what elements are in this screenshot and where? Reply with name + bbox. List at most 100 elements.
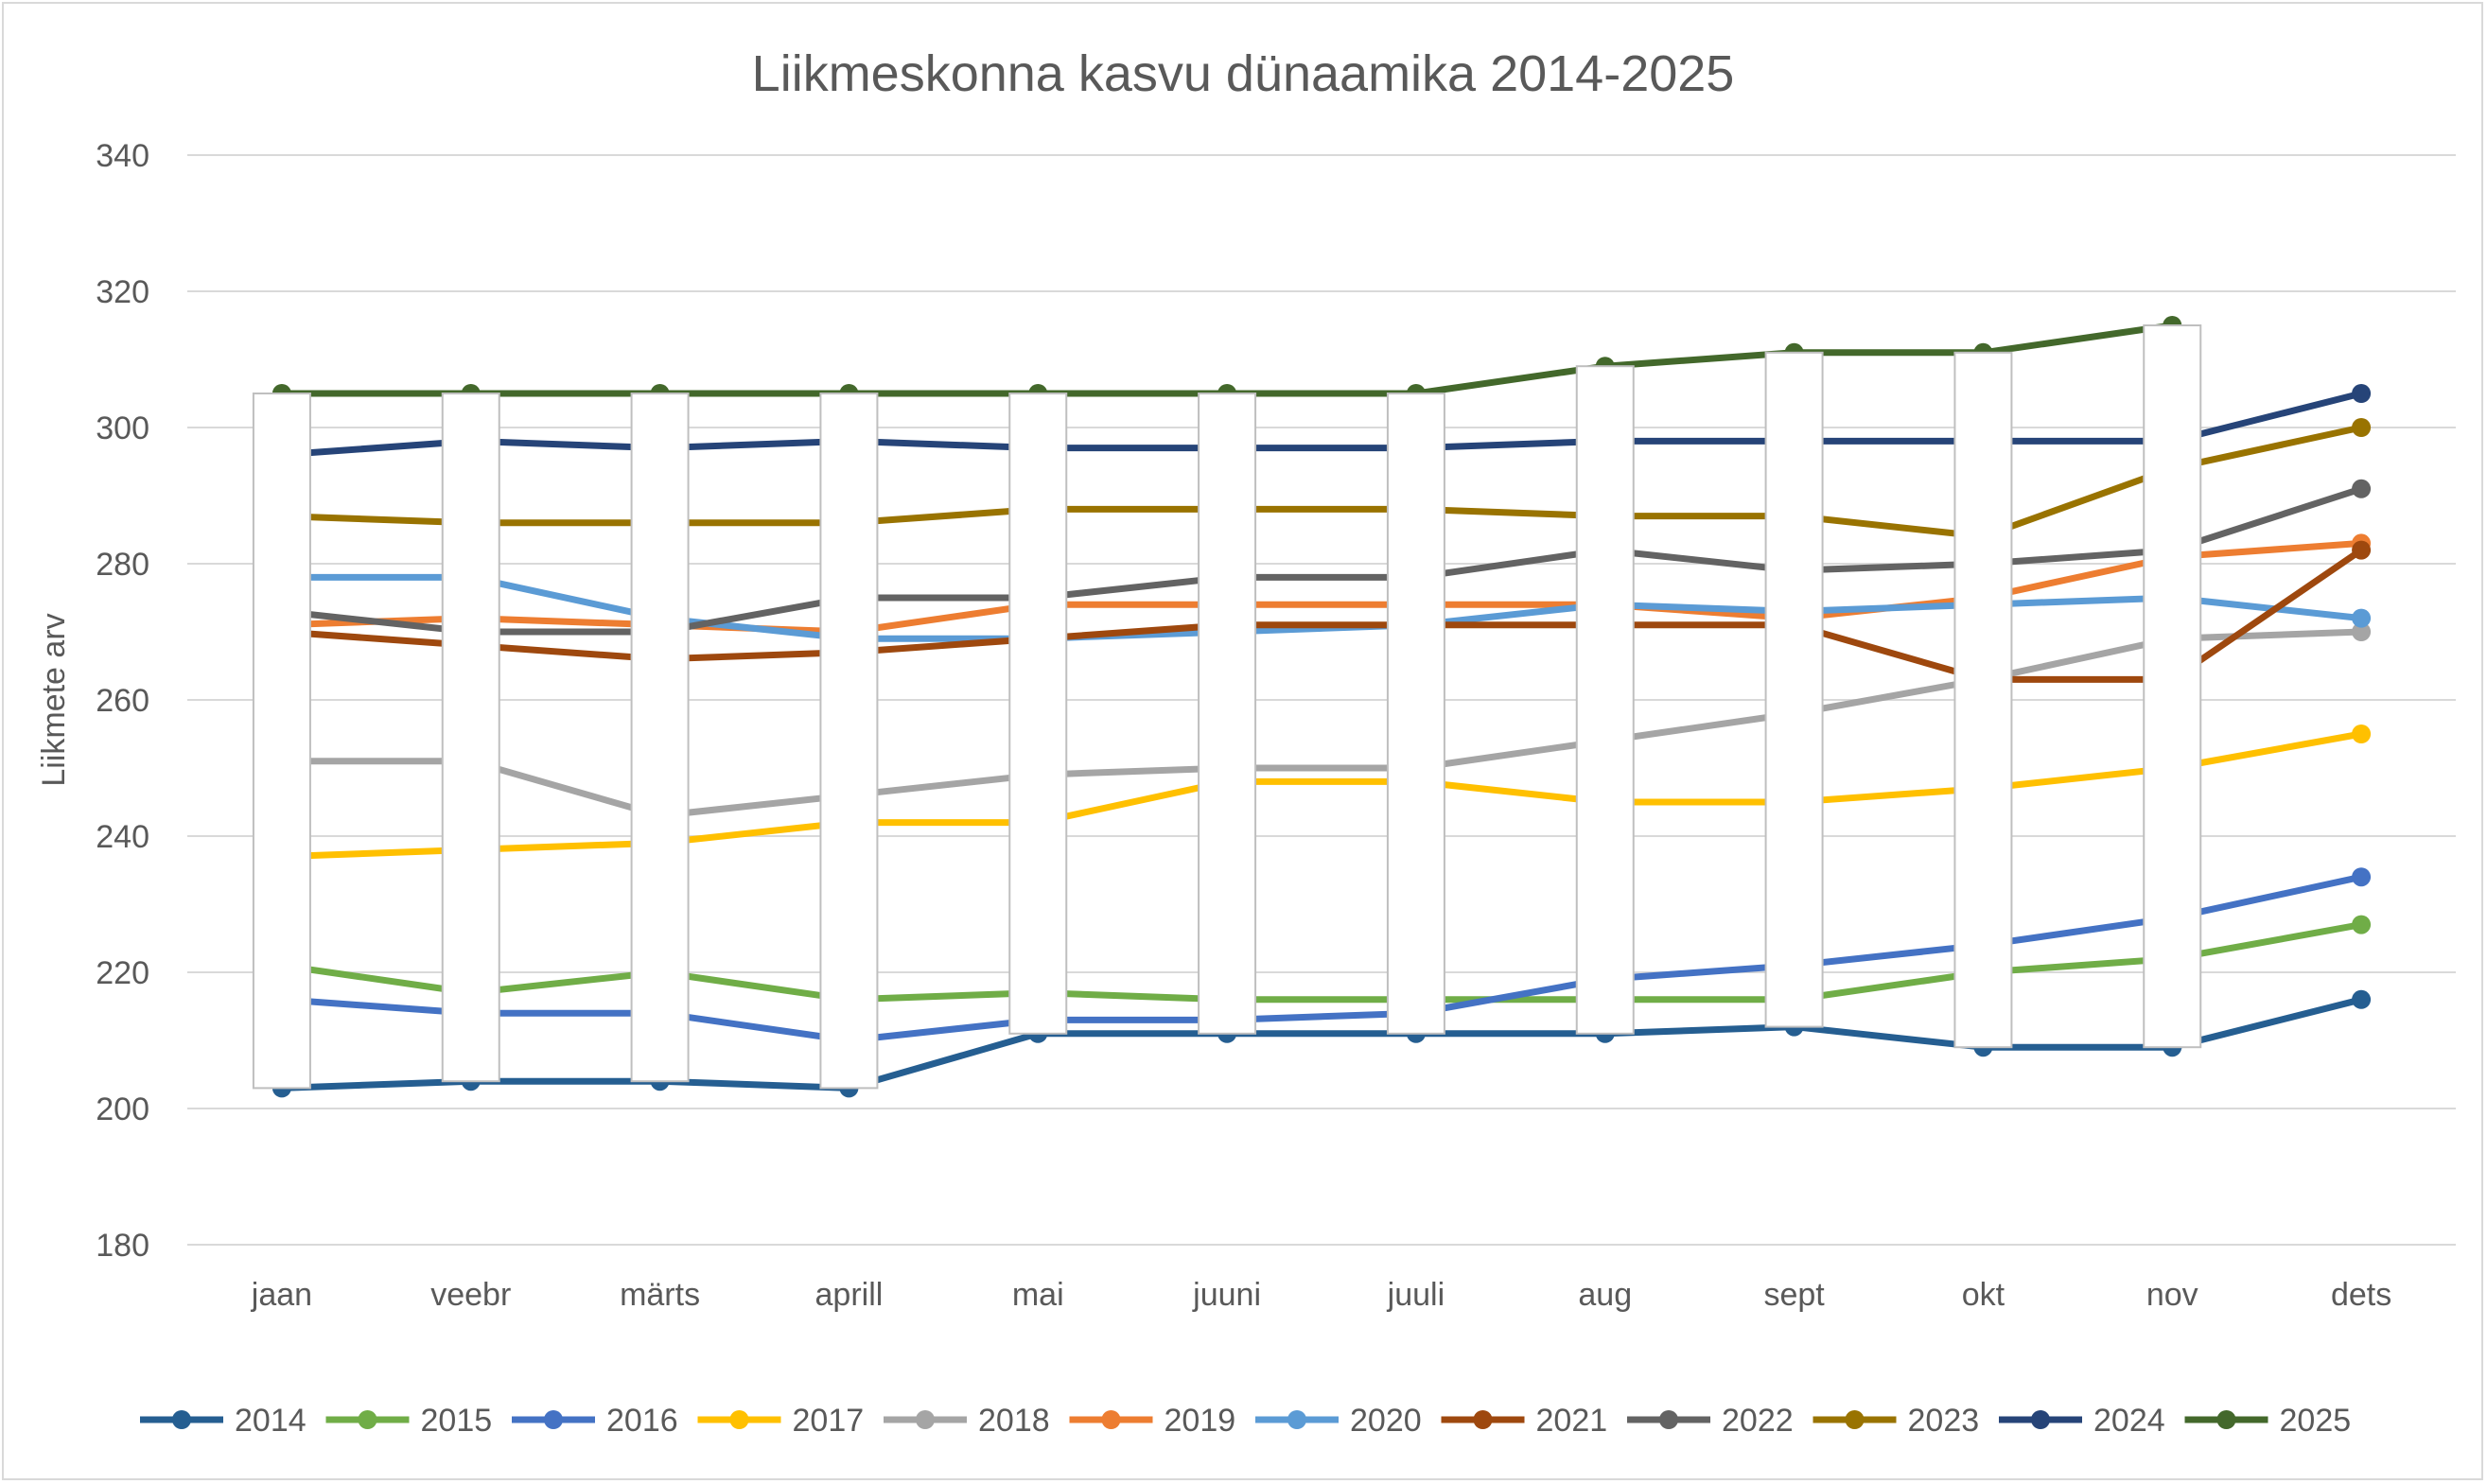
- y-axis-label: Liikmete arv: [36, 613, 72, 786]
- legend-item-2022: 2022: [1627, 1403, 1794, 1439]
- y-tick-label: 200: [96, 1091, 149, 1127]
- legend-item-2017: 2017: [697, 1403, 865, 1439]
- legend-marker-icon: [1287, 1410, 1306, 1429]
- up-down-bar: [1008, 393, 1068, 1035]
- x-tick-label: aug: [1578, 1277, 1632, 1313]
- legend-marker-icon: [172, 1410, 191, 1429]
- data-point-2023: [2352, 418, 2372, 437]
- legend-label: 2020: [1350, 1403, 1422, 1439]
- legend-marker-icon: [1659, 1410, 1678, 1429]
- data-point-2018: [2352, 622, 2372, 641]
- legend-item-2024: 2024: [1999, 1403, 2165, 1439]
- series-2016: [271, 867, 2372, 1050]
- legend-item-2019: 2019: [1069, 1403, 1236, 1439]
- legend-label: 2025: [2280, 1403, 2352, 1439]
- legend-label: 2019: [1165, 1403, 1236, 1439]
- series-line-2015: [281, 921, 2362, 1004]
- up-down-bar: [819, 393, 879, 1090]
- legend: 2014 2015 2016 2017 2018 2019 2020 2021 2022 2023…: [140, 1403, 2351, 1439]
- legend-marker-icon: [916, 1410, 935, 1429]
- legend-item-2023: 2023: [1813, 1403, 1980, 1439]
- legend-label: 2014: [235, 1403, 306, 1439]
- legend-item-2015: 2015: [325, 1403, 493, 1439]
- chart-title: Liikmeskonna kasvu dünaamika 2014-2025: [752, 45, 1735, 102]
- legend-label: 2016: [606, 1403, 678, 1439]
- legend-item-2020: 2020: [1255, 1403, 1422, 1439]
- y-axis-ticks: 180 200 220 240 260 280 300 320 340: [96, 138, 149, 1264]
- series-2014: [271, 989, 2372, 1098]
- data-point-2022: [2352, 479, 2372, 498]
- x-tick-label: okt: [1962, 1277, 2005, 1313]
- legend-marker-icon: [544, 1410, 563, 1429]
- series-line-2019: [281, 539, 2362, 636]
- series-line-2018: [281, 628, 2362, 819]
- up-down-bar: [1575, 365, 1635, 1035]
- up-down-bar: [2143, 324, 2202, 1049]
- y-tick-label: 300: [96, 410, 149, 446]
- legend-item-2014: 2014: [140, 1403, 306, 1439]
- x-tick-label: mai: [1012, 1277, 1064, 1313]
- y-tick-label: 340: [96, 138, 149, 174]
- series-line-2024: [281, 390, 2362, 459]
- up-down-bar: [1764, 351, 1824, 1028]
- data-point-2016: [2352, 867, 2372, 887]
- legend-item-2025: 2025: [2184, 1403, 2352, 1439]
- up-down-bars: [252, 324, 2202, 1090]
- series-line-2025: [281, 322, 2173, 397]
- legend-item-2021: 2021: [1441, 1403, 1608, 1439]
- y-tick-label: 320: [96, 274, 149, 310]
- series-2015: [271, 915, 2372, 1009]
- legend-item-2018: 2018: [884, 1403, 1050, 1439]
- x-tick-label: dets: [2331, 1277, 2391, 1313]
- series-line-2017: [281, 730, 2362, 861]
- legend-item-2016: 2016: [512, 1403, 678, 1439]
- x-tick-label: nov: [2146, 1277, 2198, 1313]
- data-point-2017: [2352, 725, 2372, 743]
- legend-marker-icon: [1845, 1410, 1865, 1429]
- legend-label: 2022: [1722, 1403, 1794, 1439]
- x-tick-label: juuli: [1387, 1277, 1445, 1313]
- x-tick-label: veebr: [430, 1277, 511, 1313]
- series-line-2021: [281, 547, 2364, 683]
- up-down-bar: [630, 393, 690, 1083]
- legend-label: 2024: [2093, 1403, 2165, 1439]
- x-tick-label: juuni: [1192, 1277, 1261, 1313]
- data-point-2021: [2352, 540, 2372, 560]
- legend-label: 2017: [793, 1403, 865, 1439]
- up-down-bar: [1953, 351, 2013, 1049]
- x-tick-label: aprill: [815, 1277, 884, 1313]
- gridlines: [187, 154, 2456, 1246]
- legend-label: 2018: [978, 1403, 1050, 1439]
- y-tick-label: 180: [96, 1228, 149, 1264]
- series-lines: [271, 316, 2372, 1098]
- series-2025: [271, 316, 2182, 403]
- data-point-2014: [2352, 989, 2372, 1009]
- series-line-2016: [281, 873, 2362, 1044]
- legend-marker-icon: [2031, 1410, 2050, 1429]
- x-axis-ticks: jaan veebr märts aprill mai juuni juuli aug sept…: [251, 1277, 2391, 1313]
- series-line-2020: [281, 573, 2362, 642]
- legend-label: 2023: [1908, 1403, 1980, 1439]
- series-line-2022: [281, 485, 2363, 636]
- up-down-bar: [252, 393, 311, 1090]
- y-tick-label: 220: [96, 955, 149, 991]
- data-point-2024: [2352, 384, 2372, 403]
- data-point-2015: [2352, 915, 2372, 934]
- series-line-2014: [281, 996, 2362, 1091]
- legend-label: 2021: [1536, 1403, 1608, 1439]
- legend-marker-icon: [2216, 1410, 2236, 1429]
- up-down-bar: [1198, 393, 1257, 1035]
- legend-marker-icon: [729, 1410, 749, 1429]
- series-2023: [271, 418, 2372, 547]
- series-line-2023: [281, 424, 2362, 540]
- up-down-bar: [1386, 393, 1445, 1035]
- x-tick-label: jaan: [251, 1277, 312, 1313]
- legend-marker-icon: [1101, 1410, 1121, 1429]
- y-tick-label: 240: [96, 819, 149, 855]
- x-tick-label: märts: [620, 1277, 700, 1313]
- up-down-bar: [441, 393, 500, 1083]
- legend-label: 2015: [421, 1403, 493, 1439]
- legend-marker-icon: [1473, 1410, 1493, 1429]
